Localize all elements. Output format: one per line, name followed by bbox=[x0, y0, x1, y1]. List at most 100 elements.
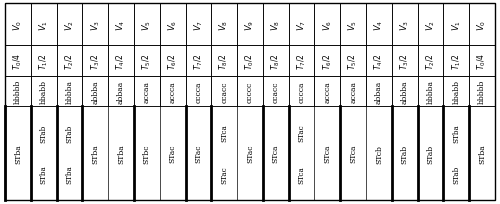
Text: STab: STab bbox=[40, 124, 48, 142]
Text: $T_5/2$: $T_5/2$ bbox=[347, 53, 360, 70]
Bar bbox=[186, 4, 212, 46]
Text: cccca: cccca bbox=[194, 81, 202, 102]
Bar bbox=[444, 76, 469, 107]
Bar bbox=[160, 46, 186, 76]
Bar bbox=[444, 4, 469, 46]
Bar bbox=[82, 107, 108, 200]
Bar bbox=[366, 4, 392, 46]
Bar bbox=[392, 4, 417, 46]
Bar bbox=[237, 76, 263, 107]
Bar bbox=[340, 76, 366, 107]
Text: bbbba: bbbba bbox=[66, 80, 74, 104]
Text: STab: STab bbox=[400, 144, 408, 163]
Text: abbba: abbba bbox=[92, 80, 100, 103]
Bar bbox=[366, 76, 392, 107]
Text: bbabb: bbabb bbox=[452, 80, 460, 104]
Bar bbox=[469, 107, 495, 200]
Text: accca: accca bbox=[324, 81, 332, 103]
Text: $T_3/2$: $T_3/2$ bbox=[89, 53, 102, 70]
Bar bbox=[186, 76, 212, 107]
Bar bbox=[469, 4, 495, 46]
Bar bbox=[263, 4, 288, 46]
Text: STba: STba bbox=[117, 144, 125, 163]
Bar bbox=[56, 76, 82, 107]
Text: $V_6$: $V_6$ bbox=[166, 20, 179, 31]
Text: STca: STca bbox=[349, 144, 357, 163]
Bar bbox=[56, 4, 82, 46]
Bar bbox=[31, 76, 56, 107]
Bar bbox=[5, 107, 31, 200]
Text: $T_6/2$: $T_6/2$ bbox=[321, 53, 334, 70]
Bar bbox=[31, 46, 56, 76]
Bar bbox=[108, 46, 134, 76]
Text: $T_0/2$: $T_0/2$ bbox=[244, 53, 256, 70]
Text: STba: STba bbox=[478, 144, 486, 163]
Bar bbox=[288, 76, 314, 107]
Text: STca: STca bbox=[220, 124, 228, 142]
Bar bbox=[340, 46, 366, 76]
Text: $V_5$: $V_5$ bbox=[140, 20, 153, 31]
Bar bbox=[288, 46, 314, 76]
Bar bbox=[82, 46, 108, 76]
Bar bbox=[392, 76, 417, 107]
Bar bbox=[263, 107, 288, 200]
Text: STac: STac bbox=[298, 124, 306, 142]
Bar bbox=[392, 107, 417, 200]
Text: STba: STba bbox=[66, 165, 74, 183]
Bar bbox=[418, 4, 444, 46]
Text: $T_1/2$: $T_1/2$ bbox=[38, 53, 50, 70]
Bar bbox=[134, 4, 160, 46]
Bar bbox=[366, 107, 392, 200]
Bar bbox=[418, 46, 444, 76]
Bar bbox=[314, 46, 340, 76]
Bar bbox=[134, 107, 160, 200]
Text: accaa: accaa bbox=[349, 81, 357, 103]
Bar bbox=[56, 46, 82, 76]
Text: $V_3$: $V_3$ bbox=[89, 20, 102, 31]
Bar bbox=[288, 4, 314, 46]
Bar bbox=[82, 76, 108, 107]
Bar bbox=[160, 76, 186, 107]
Bar bbox=[263, 76, 288, 107]
Bar bbox=[444, 46, 469, 76]
Bar bbox=[56, 107, 82, 200]
Bar bbox=[160, 4, 186, 46]
Text: STab: STab bbox=[426, 144, 434, 163]
Bar bbox=[314, 4, 340, 46]
Bar bbox=[340, 4, 366, 46]
Text: $V_2$: $V_2$ bbox=[424, 20, 437, 31]
Bar bbox=[418, 107, 444, 200]
Text: $V_5$: $V_5$ bbox=[347, 20, 360, 31]
Bar bbox=[288, 107, 314, 200]
Bar bbox=[212, 76, 237, 107]
Bar bbox=[82, 4, 108, 46]
Text: STbc: STbc bbox=[143, 144, 151, 163]
Text: $V_4$: $V_4$ bbox=[372, 20, 385, 31]
Text: STac: STac bbox=[168, 144, 176, 163]
Bar bbox=[108, 4, 134, 46]
Bar bbox=[237, 4, 263, 46]
Bar bbox=[340, 107, 366, 200]
Bar bbox=[237, 107, 263, 200]
Bar bbox=[469, 76, 495, 107]
Text: ccacc: ccacc bbox=[272, 81, 280, 102]
Text: $V_4$: $V_4$ bbox=[115, 20, 128, 31]
Text: STac: STac bbox=[220, 165, 228, 183]
Bar bbox=[108, 107, 134, 200]
Text: $T_3/2$: $T_3/2$ bbox=[398, 53, 411, 70]
Text: STcb: STcb bbox=[375, 144, 383, 163]
Text: $T_7/2$: $T_7/2$ bbox=[192, 53, 204, 70]
Text: STac: STac bbox=[246, 144, 254, 163]
Bar bbox=[212, 46, 237, 76]
Bar bbox=[314, 107, 340, 200]
Bar bbox=[5, 46, 31, 76]
Text: $T_1/2$: $T_1/2$ bbox=[450, 53, 462, 70]
Text: STab: STab bbox=[66, 124, 74, 142]
Bar bbox=[263, 46, 288, 76]
Text: ccccc: ccccc bbox=[246, 81, 254, 102]
Text: ccacc: ccacc bbox=[220, 81, 228, 102]
Text: $V_7$: $V_7$ bbox=[192, 20, 204, 31]
Text: abbaa: abbaa bbox=[117, 80, 125, 103]
Bar bbox=[212, 107, 237, 200]
Text: $T_8/2$: $T_8/2$ bbox=[218, 53, 230, 70]
